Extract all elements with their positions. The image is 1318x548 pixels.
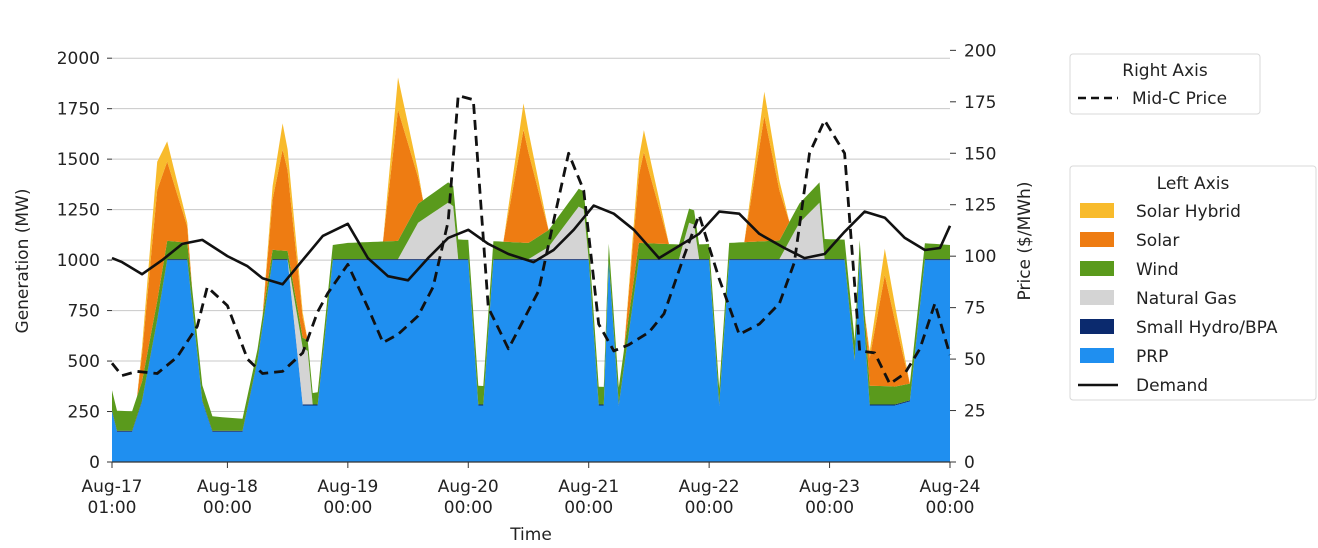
y-tick-label: 1500 bbox=[57, 150, 100, 170]
line-mid-c-price bbox=[110, 94, 952, 386]
legend-label-wind: Wind bbox=[1136, 260, 1179, 280]
legend-label-solar: Solar bbox=[1136, 231, 1179, 251]
y-tick-label: 2000 bbox=[57, 49, 100, 69]
legend-left-axis: Left Axis Solar Hybrid Solar Wind Natural G… bbox=[1069, 165, 1317, 401]
x-tick-label: Aug-22 00:00 bbox=[679, 477, 740, 518]
stacked-areas bbox=[112, 77, 950, 462]
x-tick-label: Aug-24 00:00 bbox=[920, 477, 981, 518]
y2-tick-label: 75 bbox=[964, 299, 986, 319]
legend-label-mid-c-price: Mid-C Price bbox=[1132, 89, 1227, 109]
legend-swatch-wind bbox=[1080, 261, 1114, 276]
legend-left-title: Left Axis bbox=[1157, 174, 1230, 194]
x-tick-label: Aug-19 00:00 bbox=[317, 477, 378, 518]
line-demand bbox=[111, 204, 952, 286]
legend-right-title: Right Axis bbox=[1122, 61, 1208, 81]
legend-swatch-natural-gas bbox=[1080, 290, 1114, 305]
y-tick-label: 0 bbox=[89, 453, 100, 473]
y-tick-label: 500 bbox=[68, 352, 100, 372]
legend-label-solar-hybrid: Solar Hybrid bbox=[1136, 202, 1241, 222]
legend-label-prp: PRP bbox=[1136, 347, 1168, 367]
legend-swatch-prp bbox=[1080, 348, 1114, 363]
y2-tick-label: 25 bbox=[964, 402, 986, 422]
legend-label-small-hydro-bpa: Small Hydro/BPA bbox=[1136, 318, 1278, 338]
y2-tick-label: 125 bbox=[964, 196, 996, 216]
x-tick-label: Aug-21 00:00 bbox=[558, 477, 619, 518]
y2-axis-title: Price ($/MWh) bbox=[1015, 182, 1035, 301]
y2-tick-label: 50 bbox=[964, 350, 986, 370]
y2-tick-label: 0 bbox=[964, 453, 975, 473]
area-solar bbox=[112, 109, 950, 419]
legend-swatch-small-hydro-bpa bbox=[1080, 319, 1114, 334]
legend-right-axis: Right Axis Mid-C Price bbox=[1069, 53, 1261, 115]
x-tick-label: Aug-17 01:00 bbox=[82, 477, 143, 518]
y2-tick-label: 100 bbox=[964, 247, 996, 267]
y2-tick-label: 175 bbox=[964, 93, 996, 113]
y-tick-label: 1250 bbox=[57, 201, 100, 221]
x-tick-label: Aug-18 00:00 bbox=[197, 477, 258, 518]
y2-tick-label: 200 bbox=[964, 41, 996, 61]
line-series bbox=[110, 94, 952, 386]
y-tick-label: 250 bbox=[68, 403, 100, 423]
area-prp bbox=[112, 260, 950, 462]
y-tick-label: 750 bbox=[68, 302, 100, 322]
y-tick-label: 1000 bbox=[57, 251, 100, 271]
legend-label-natural-gas: Natural Gas bbox=[1136, 289, 1237, 309]
axes: Time Generation (MW) Price ($/MWh) bbox=[13, 182, 1035, 545]
y-tick-label: 1750 bbox=[57, 100, 100, 120]
legend-swatch-solar bbox=[1080, 232, 1114, 247]
y-axis-title: Generation (MW) bbox=[13, 189, 33, 334]
x-tick-label: Aug-23 00:00 bbox=[799, 477, 860, 518]
x-axis-title: Time bbox=[509, 525, 552, 544]
legend-label-demand: Demand bbox=[1136, 376, 1208, 396]
legend-swatch-solar-hybrid bbox=[1080, 203, 1114, 218]
area-solar-hybrid bbox=[112, 77, 950, 419]
tick-labels: 0 250 500 750 1000 1250 1500 1750 2000 0 25 50 75 100… bbox=[57, 41, 997, 518]
y2-tick-label: 150 bbox=[964, 144, 996, 164]
area-wind bbox=[112, 182, 950, 431]
x-tick-label: Aug-20 00:00 bbox=[438, 477, 499, 518]
